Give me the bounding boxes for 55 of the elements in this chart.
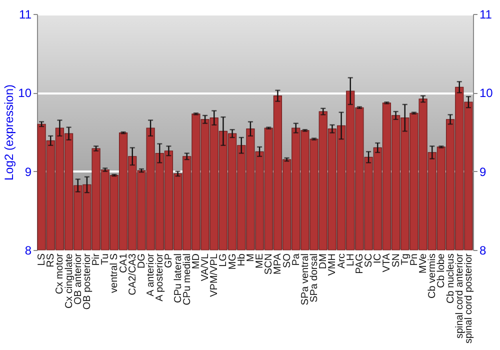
x-tick-label: GP <box>164 253 175 268</box>
x-tick-label: VPM/VPL <box>209 253 220 297</box>
x-tick-label: Pir <box>91 252 102 266</box>
x-tick-label: DM <box>318 254 330 270</box>
y-tick-label: 11 <box>19 8 32 22</box>
y-tick-label: 10 <box>18 86 32 100</box>
y2-tick-label: 10 <box>480 86 494 100</box>
x-tick-label: OB anterior <box>72 252 84 305</box>
y2-tick-label: 11 <box>480 8 492 22</box>
x-tick-label: Arc <box>336 254 348 268</box>
y-axis-title: Log2 (expression) <box>2 84 16 181</box>
x-tick-label: MD <box>190 254 202 270</box>
x-tick-label: MPA <box>272 253 284 274</box>
x-tick-label: MG <box>227 253 238 270</box>
x-tick-label: SCN <box>264 254 275 275</box>
x-tick-label: spinal cord anterior <box>454 252 466 339</box>
x-tick-label: LG <box>218 253 230 267</box>
y-tick-label: 9 <box>24 164 32 179</box>
y2-tick-label: 8 <box>480 244 486 258</box>
x-tick-label: SPa ventral <box>300 254 311 306</box>
x-tick-label: IC <box>372 254 384 264</box>
x-tick-label: Cx motor <box>54 252 66 294</box>
x-tick-label: CA1 <box>118 253 130 273</box>
x-tick-label: LS <box>36 253 48 266</box>
x-tick-label: Tg <box>400 254 411 266</box>
x-tick-label: DG <box>136 253 148 268</box>
x-tick-label: A anterior <box>146 252 157 296</box>
x-tick-label: SC <box>364 254 375 268</box>
x-tick-label: Cb lobe <box>436 253 448 288</box>
x-tick-label: M <box>245 254 256 262</box>
x-tick-label: MVe <box>418 253 430 274</box>
x-tick-label: Hb <box>236 253 248 266</box>
x-tick-label: CA2/CA3 <box>127 253 138 296</box>
x-tick-label: spinal cord posterior <box>463 252 474 344</box>
x-tick-label: A posterior <box>154 252 166 302</box>
x-tick-label: CPu lateral <box>172 254 184 303</box>
x-tick-label: SPa dorsal <box>309 254 320 302</box>
x-tick-label: OB posterior <box>82 252 93 310</box>
x-tick-label: ventral S <box>109 253 120 293</box>
x-tick-label: VTA <box>382 253 393 272</box>
x-tick-label: Pa <box>290 253 302 266</box>
x-tick-label: RS <box>46 253 57 268</box>
x-tick-label: VMH <box>327 254 338 276</box>
y-tick-label: 8 <box>24 244 32 258</box>
x-tick-label: ME <box>254 253 266 268</box>
x-tick-label: Pn <box>408 254 420 266</box>
x-tick-label: Cx cingulate <box>64 253 75 309</box>
y2-tick-label: 9 <box>480 164 486 179</box>
x-tick-label: Cb nucleus <box>445 254 456 304</box>
x-tick-label: LH <box>345 254 356 266</box>
x-tick-label: PAG <box>354 253 366 274</box>
x-tick-label: CPu medial <box>182 254 193 306</box>
x-tick-label: Tu <box>100 254 112 265</box>
x-tick-label: SO <box>282 253 293 268</box>
x-tick-label: SN <box>390 254 402 268</box>
